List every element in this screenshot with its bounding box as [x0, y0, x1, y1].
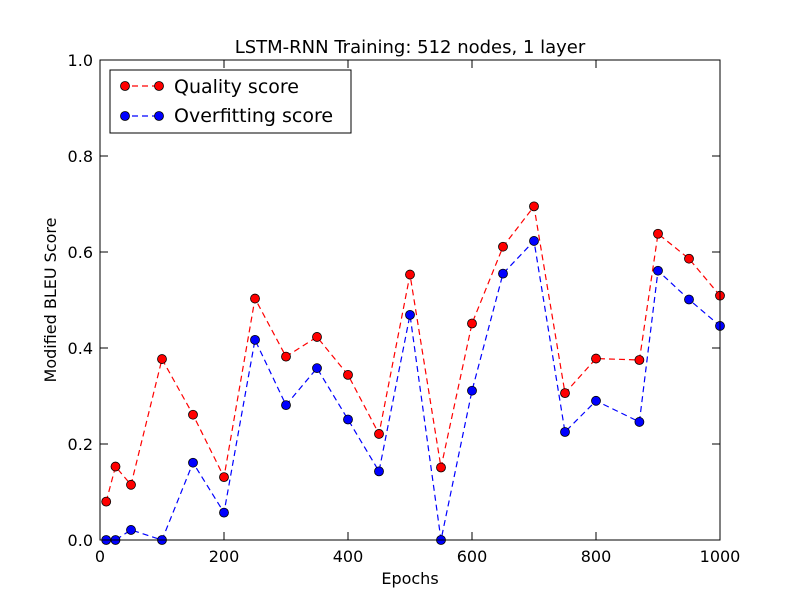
data-point [684, 294, 694, 305]
x-axis-label: Epochs [381, 569, 438, 588]
legend-marker-overfitting [120, 111, 130, 121]
data-point [529, 236, 539, 246]
x-tick-label: 0 [95, 547, 105, 566]
data-point [157, 354, 167, 364]
x-tick-label: 200 [209, 547, 240, 566]
legend-label-quality: Quality score [174, 76, 299, 98]
data-point [312, 363, 322, 374]
data-point [188, 409, 198, 420]
legend: Quality score Overfitting score [109, 69, 352, 134]
y-tick-label: 0.8 [68, 147, 93, 166]
legend-marker-quality [120, 81, 130, 91]
data-point [405, 309, 415, 320]
legend-label-overfitting: Overfitting score [174, 105, 333, 127]
chart-title: LSTM-RNN Training: 512 nodes, 1 layer [235, 37, 586, 58]
data-point [188, 457, 198, 468]
plot-frame [99, 59, 721, 541]
data-point [250, 293, 260, 304]
x-tick-label: 1000 [700, 547, 741, 566]
data-point [591, 353, 601, 364]
data-point [126, 525, 136, 535]
data-point [374, 466, 384, 477]
data-point [529, 201, 539, 212]
data-point [467, 318, 477, 329]
y-tick-label: 1.0 [68, 51, 93, 70]
data-point [591, 395, 601, 406]
data-point [498, 268, 508, 279]
y-tick-label: 0.6 [68, 243, 93, 262]
x-tick-label: 600 [457, 547, 488, 566]
data-point [281, 400, 291, 411]
data-point [560, 427, 570, 437]
legend-marker-overfitting [154, 111, 164, 121]
data-point [653, 265, 663, 276]
data-point [101, 496, 112, 507]
axes-layer: 0 200 400 600 800 1000 0.0 0.2 0.4 0.6 0.8 1.0 [68, 51, 741, 566]
data-point [219, 472, 229, 483]
series-quality [101, 201, 725, 507]
data-point [684, 253, 694, 264]
y-tick-label: 0.4 [68, 339, 93, 358]
data-point [374, 429, 384, 439]
data-point [126, 479, 136, 490]
legend-frame [109, 69, 352, 134]
y-axis-label: Modified BLEU Score [41, 218, 60, 383]
data-point [634, 355, 645, 365]
data-point [110, 461, 121, 472]
y-tick-label: 0.0 [68, 531, 93, 550]
y-tick-label: 0.2 [68, 435, 93, 454]
data-point [281, 351, 291, 362]
data-point [560, 388, 570, 399]
data-point [219, 507, 229, 518]
data-point [498, 241, 508, 252]
data-point [250, 334, 260, 345]
series-line [105, 204, 721, 502]
data-point [405, 269, 415, 280]
x-tick-label: 400 [333, 547, 364, 566]
series-line [106, 239, 721, 541]
series-layer [101, 201, 725, 545]
x-tick-label: 800 [581, 547, 612, 566]
legend-marker-quality [154, 81, 164, 91]
data-point [467, 385, 477, 396]
series-overfitting [101, 236, 725, 545]
data-point [634, 417, 645, 427]
data-point [653, 228, 663, 239]
data-point [343, 414, 353, 425]
data-point [343, 369, 353, 380]
data-point [312, 332, 322, 342]
data-point [436, 462, 446, 473]
